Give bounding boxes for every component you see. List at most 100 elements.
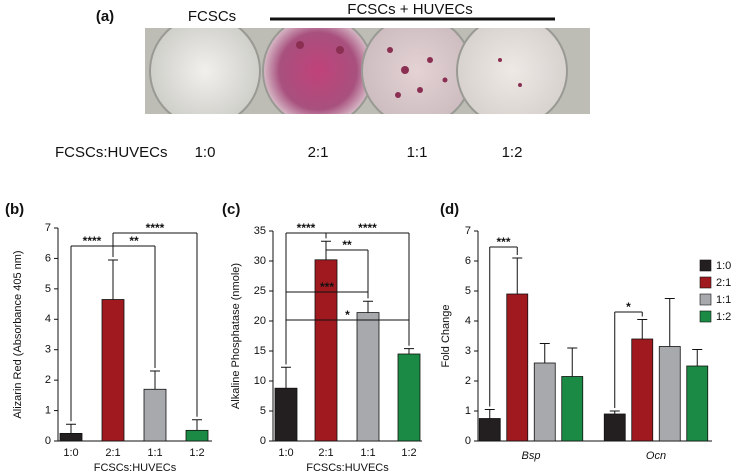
bar (274, 387, 298, 442)
significance-bracket (326, 249, 369, 299)
ratio-title: FCSCs:HUVECs (55, 144, 168, 161)
y-tick-label: 2 (45, 374, 51, 386)
legend-label: 1:0 (716, 260, 731, 272)
y-tick-label: 0 (260, 435, 266, 447)
y-axis-label: Fold Change (440, 305, 452, 368)
group-label: FCSCs + HUVECs (347, 1, 472, 18)
y-axis-label: Alkaline Phosphatase (nmole) (230, 263, 242, 409)
error-bar (66, 423, 76, 434)
error-bar (192, 419, 202, 431)
bar (356, 312, 380, 442)
legend-swatch (699, 276, 712, 289)
panel-label: (a) (96, 8, 114, 25)
significance-label: *** (320, 280, 334, 294)
error-bar (150, 370, 160, 390)
x-tick-label: 1:1 (147, 447, 162, 459)
y-tick-label: 35 (254, 225, 266, 237)
ratio-label: 1:2 (502, 144, 523, 161)
bar (533, 362, 556, 442)
ratio-label: 2:1 (308, 144, 329, 161)
legend-label: 1:2 (716, 311, 731, 323)
legend-label: 2:1 (716, 277, 731, 289)
significance-label: **** (83, 234, 102, 248)
y-tick-label: 10 (254, 375, 266, 387)
error-bar (637, 319, 648, 339)
y-tick-label: 5 (45, 283, 51, 295)
bar (397, 353, 421, 442)
x-tick-label: Ocn (646, 450, 666, 462)
x-tick-label: 1:0 (278, 447, 293, 459)
error-bar (539, 343, 550, 363)
significance-label: * (626, 300, 631, 314)
ratio-label: 1:1 (407, 144, 428, 161)
x-axis-label: FCSCs:HUVECs (306, 462, 389, 474)
bar (59, 432, 83, 442)
y-tick-label: 7 (45, 222, 51, 234)
y-tick-label: 0 (465, 435, 471, 447)
y-tick-label: 7 (465, 225, 471, 237)
x-tick-label: Bsp (522, 450, 541, 462)
significance-label: **** (297, 221, 316, 235)
significance-label: *** (496, 235, 510, 249)
legend-swatch (699, 293, 712, 306)
y-tick-label: 15 (254, 345, 266, 357)
significance-label: ** (129, 234, 139, 248)
legend-swatch (699, 310, 712, 323)
x-tick-label: 2:1 (105, 447, 120, 459)
x-tick-label: 1:1 (360, 447, 375, 459)
bar (631, 338, 654, 442)
y-tick-label: 2 (465, 375, 471, 387)
y-tick-label: 4 (45, 313, 51, 325)
bar (506, 293, 529, 442)
significance-label: **** (358, 221, 377, 235)
significance-bracket (489, 246, 518, 407)
y-tick-label: 1 (45, 404, 51, 416)
x-tick-label: 2:1 (318, 447, 333, 459)
panel-label: (c) (222, 201, 240, 218)
error-bar (108, 259, 118, 300)
significance-bracket (112, 232, 198, 417)
y-tick-label: 1 (465, 405, 471, 417)
x-axis-label: FCSCs:HUVECs (94, 462, 177, 474)
error-bar (664, 298, 675, 347)
significance-label: **** (146, 221, 165, 235)
bar (686, 365, 709, 442)
bar (603, 413, 626, 442)
error-bar (404, 348, 414, 354)
bar (143, 388, 167, 442)
x-tick-label: 1:2 (401, 447, 416, 459)
y-tick-label: 5 (465, 285, 471, 297)
legend-swatch (699, 259, 712, 272)
error-bar (484, 409, 495, 419)
error-bar (567, 347, 578, 377)
x-tick-label: 1:2 (189, 447, 204, 459)
bar (101, 299, 125, 442)
y-tick-label: 3 (45, 344, 51, 356)
error-bar (363, 300, 373, 313)
legend-label: 1:1 (716, 294, 731, 306)
y-tick-label: 0 (45, 435, 51, 447)
error-bar (692, 349, 703, 366)
bar (561, 376, 584, 442)
plate-photo (145, 28, 590, 114)
bar (478, 418, 501, 442)
y-tick-label: 25 (254, 285, 266, 297)
error-bar (512, 257, 523, 294)
significance-label: ** (342, 238, 352, 252)
significance-bracket (285, 319, 410, 365)
y-tick-label: 6 (45, 252, 51, 264)
bar (185, 429, 209, 442)
panel-label: (b) (5, 201, 24, 218)
panel-label: (d) (440, 201, 459, 218)
error-bar (281, 366, 291, 389)
y-tick-label: 4 (465, 315, 471, 327)
y-tick-label: 30 (254, 255, 266, 267)
y-axis-label: Alizarin Red (Absorbance 405 nm) (12, 250, 24, 418)
y-tick-label: 20 (254, 315, 266, 327)
significance-label: * (345, 308, 350, 322)
error-bar (609, 410, 620, 414)
group-label: FCSCs (188, 8, 236, 25)
significance-bracket (614, 311, 643, 408)
y-tick-label: 3 (465, 345, 471, 357)
